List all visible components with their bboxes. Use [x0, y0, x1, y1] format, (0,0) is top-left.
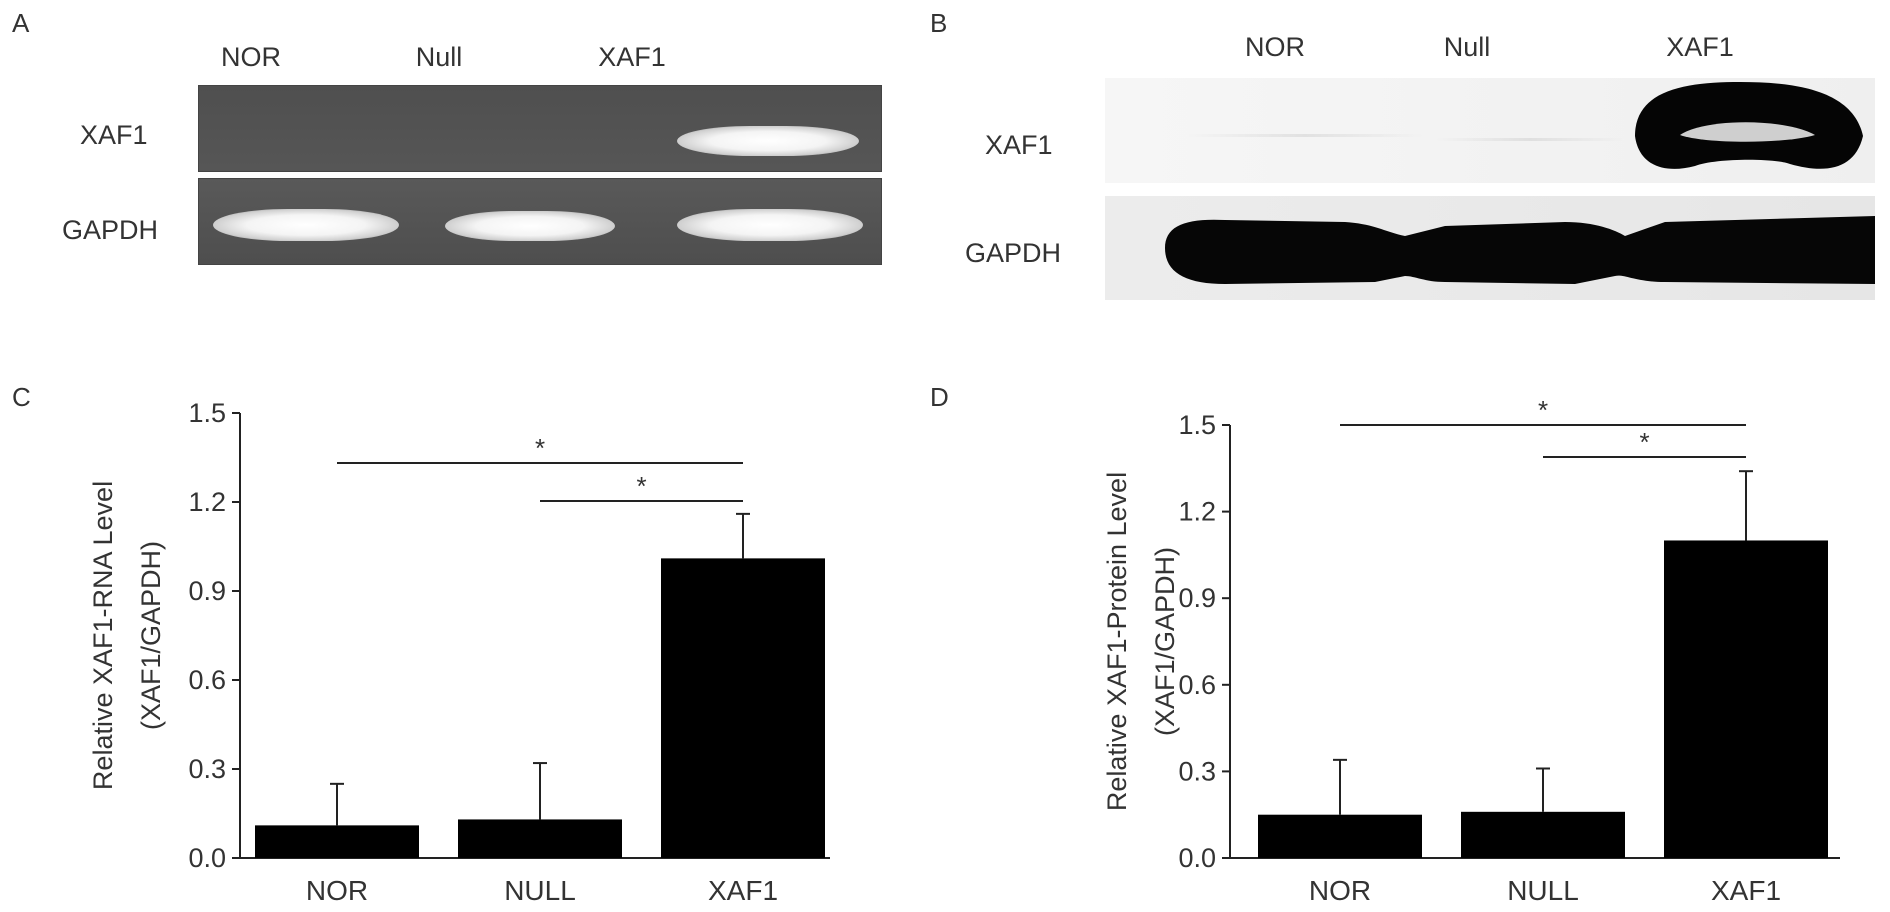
- x-tick-label-nor: NOR: [1309, 875, 1371, 906]
- blot-bands-gapdh: [1165, 216, 1875, 284]
- gel-row-label-gapdh: GAPDH: [62, 215, 159, 245]
- rt-pcr-gel-xaf1: [198, 85, 882, 172]
- gel-lane-label-xaf1: XAF1: [598, 42, 666, 72]
- y-tick-label: 0.0: [1178, 843, 1216, 873]
- gel-band-gapdh-nor: [213, 209, 399, 241]
- bar-xaf1: [1664, 540, 1828, 858]
- y-tick-label: 1.2: [188, 487, 226, 517]
- gel-band-gapdh-null: [445, 211, 615, 241]
- y-tick-label: 0.6: [188, 665, 226, 695]
- blot-lane-label-xaf1: XAF1: [1666, 32, 1734, 62]
- y-tick-label: 0.3: [1178, 756, 1216, 786]
- x-tick-label-nor: NOR: [306, 875, 368, 906]
- bar-nor: [1258, 814, 1422, 858]
- y-axis-label-line2: (XAF1/GAPDH): [136, 541, 166, 730]
- y-tick-label: 0.9: [1178, 583, 1216, 613]
- western-blot-xaf1: [1105, 78, 1875, 183]
- bar-null: [458, 819, 622, 858]
- significance-star: *: [1639, 427, 1649, 457]
- chart-c-rna-level: 0.0 0.3 0.6 0.9 1.2 1.5 Relative XAF1-RNA Leve…: [88, 398, 830, 906]
- y-tick-label: 0.9: [188, 576, 226, 606]
- blot-lane-label-null: Null: [1443, 32, 1491, 62]
- gel-band-gapdh-xaf1: [677, 209, 863, 241]
- bar-nor: [255, 825, 419, 858]
- x-tick-label-xaf1: XAF1: [1711, 875, 1781, 906]
- significance-star: *: [1538, 395, 1548, 425]
- y-tick-label: 0.6: [1178, 670, 1216, 700]
- panel-letter-b: B: [930, 8, 948, 38]
- rt-pcr-gel-gapdh: [198, 178, 882, 265]
- chart-d-protein-level: 0.0 0.3 0.6 0.9 1.2 1.5 Relative XAF1-Protein …: [1102, 395, 1840, 906]
- gel-row-label-xaf1: XAF1: [80, 120, 148, 150]
- panel-letter-a: A: [12, 8, 30, 38]
- y-tick-label: 0.0: [188, 843, 226, 873]
- blot-row-label-xaf1: XAF1: [985, 130, 1053, 160]
- bar-null: [1461, 811, 1625, 858]
- gel-band-xaf1-xaf1: [677, 126, 859, 156]
- x-tick-label-null: NULL: [504, 875, 576, 906]
- y-tick-label: 1.5: [188, 398, 226, 428]
- x-tick-label-xaf1: XAF1: [708, 875, 778, 906]
- gel-lane-label-null: Null: [415, 42, 463, 72]
- blot-row-label-gapdh: GAPDH: [965, 238, 1062, 268]
- western-blot-gapdh: [1105, 196, 1875, 300]
- bar-xaf1: [661, 558, 825, 858]
- blot-band-xaf1-xaf1: [1635, 82, 1863, 169]
- panel-letter-c: C: [12, 382, 31, 412]
- gel-lane-label-nor: NOR: [221, 42, 281, 72]
- y-tick-label: 0.3: [188, 754, 226, 784]
- y-axis-label-line2: (XAF1/GAPDH): [1150, 547, 1180, 736]
- significance-star: *: [636, 471, 646, 501]
- panel-letter-d: D: [930, 382, 949, 412]
- x-tick-label-null: NULL: [1507, 875, 1579, 906]
- y-tick-label: 1.2: [1178, 497, 1216, 527]
- y-tick-label: 1.5: [1178, 410, 1216, 440]
- blot-lane-label-nor: NOR: [1245, 32, 1305, 62]
- significance-star: *: [535, 433, 545, 463]
- y-axis-label-line1: Relative XAF1-Protein Level: [1102, 472, 1132, 811]
- y-axis-label-line1: Relative XAF1-RNA Level: [88, 481, 118, 790]
